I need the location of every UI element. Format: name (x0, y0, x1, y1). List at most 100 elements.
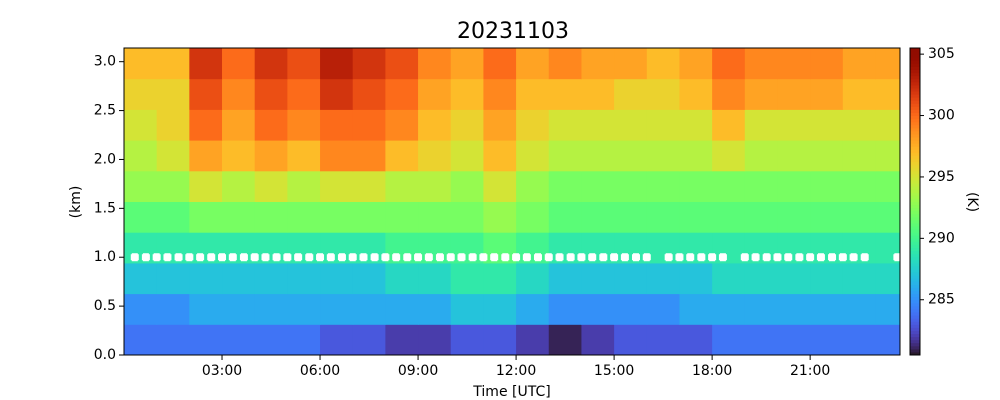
colorbar-step (910, 167, 920, 172)
heatmap-cell (450, 232, 484, 264)
heatmap-cell (548, 293, 582, 325)
marker (893, 254, 902, 261)
heatmap-cell (516, 78, 550, 110)
heatmap-cell (254, 170, 288, 202)
colorbar-step (910, 232, 920, 236)
colorbar-step (910, 75, 920, 80)
heatmap-cell (614, 140, 648, 172)
heatmap-cell (320, 109, 354, 141)
heatmap-cell (810, 109, 844, 141)
heatmap-cell (287, 201, 321, 233)
colorbar-step (910, 259, 920, 264)
heatmap-cell (124, 262, 158, 295)
heatmap-cell (777, 232, 811, 264)
heatmap-cell (124, 201, 158, 233)
heatmap-cell (483, 48, 517, 80)
colorbar-step (910, 195, 920, 199)
heatmap-cell (548, 262, 582, 295)
x-tick-label: 09:00 (398, 363, 438, 379)
heatmap-cell (124, 170, 158, 202)
heatmap-cell (516, 201, 550, 233)
marker (348, 254, 357, 261)
colorbar-step (910, 176, 920, 181)
colorbar-step (910, 173, 920, 178)
heatmap-cell (287, 324, 321, 356)
heatmap-cell (189, 109, 223, 141)
heatmap-cell (254, 324, 288, 356)
colorbar-label: (K) (964, 192, 980, 212)
heatmap-cell (254, 201, 288, 233)
heatmap-cell (156, 170, 190, 202)
heatmap-cell (254, 109, 288, 141)
colorbar-step (910, 308, 920, 313)
marker (414, 254, 423, 261)
heatmap-cell (712, 201, 746, 233)
heatmap-cell (712, 293, 746, 325)
heatmap-cell (418, 48, 452, 80)
heatmap-cell (189, 324, 223, 356)
heatmap-cell (777, 109, 811, 141)
marker (141, 254, 150, 261)
heatmap-cell (254, 78, 288, 110)
heatmap-cell (712, 262, 746, 295)
heatmap-cell (712, 140, 746, 172)
heatmap-cell (352, 201, 386, 233)
colorbar-step (910, 189, 920, 193)
marker (675, 254, 684, 261)
x-axis-label: Time [UTC] (472, 384, 550, 400)
colorbar-step (910, 278, 920, 282)
marker (446, 254, 455, 261)
heatmap-cell (548, 170, 582, 202)
heatmap-cell (222, 140, 256, 172)
heatmap-cell (156, 262, 190, 295)
heatmap-cell (581, 170, 615, 202)
marker (784, 254, 793, 261)
heatmap-cell (646, 293, 680, 325)
colorbar-step (910, 305, 920, 310)
heatmap-cell (744, 262, 778, 295)
heatmap-cell (548, 232, 582, 264)
heatmap-cell (320, 293, 354, 325)
heatmap-cell (156, 48, 190, 80)
marker (239, 254, 248, 261)
marker (207, 254, 216, 261)
colorbar-step (910, 247, 920, 252)
colorbar-step (910, 272, 920, 276)
colorbar-step (910, 324, 920, 328)
heatmap-cell (646, 109, 680, 141)
heatmap-cell (777, 324, 811, 356)
heatmap-cell (646, 232, 680, 264)
colorbar-step (910, 253, 920, 258)
heatmap-cell (679, 109, 713, 141)
heatmap-cell (581, 140, 615, 172)
heatmap-cell (254, 48, 288, 80)
heatmap-cell (189, 293, 223, 325)
heatmap-cell (516, 324, 550, 356)
colorbar-step (910, 256, 920, 261)
heatmap-cell (287, 78, 321, 110)
heatmap-cell (712, 324, 746, 356)
marker (370, 254, 379, 261)
heatmap-cell (646, 170, 680, 202)
marker (294, 254, 303, 261)
colorbar-step (910, 204, 920, 209)
x-tick-label: 03:00 (202, 363, 242, 379)
heatmap-cell (581, 262, 615, 295)
colorbar-step (910, 210, 920, 215)
marker (174, 254, 183, 261)
colorbar-step (910, 66, 920, 70)
heatmap-cell (483, 109, 517, 141)
marker (435, 254, 444, 261)
heatmap-cell (156, 140, 190, 172)
heatmap-cell (418, 78, 452, 110)
heatmap-cell (287, 170, 321, 202)
marker (555, 254, 564, 261)
marker (533, 254, 542, 261)
heatmap-cell (679, 232, 713, 264)
heatmap-cell (712, 232, 746, 264)
heatmap-cell (320, 324, 354, 356)
heatmap-cell (516, 48, 550, 80)
colorbar-step (910, 296, 920, 301)
colorbar-step (910, 133, 920, 138)
heatmap-cell (385, 201, 419, 233)
